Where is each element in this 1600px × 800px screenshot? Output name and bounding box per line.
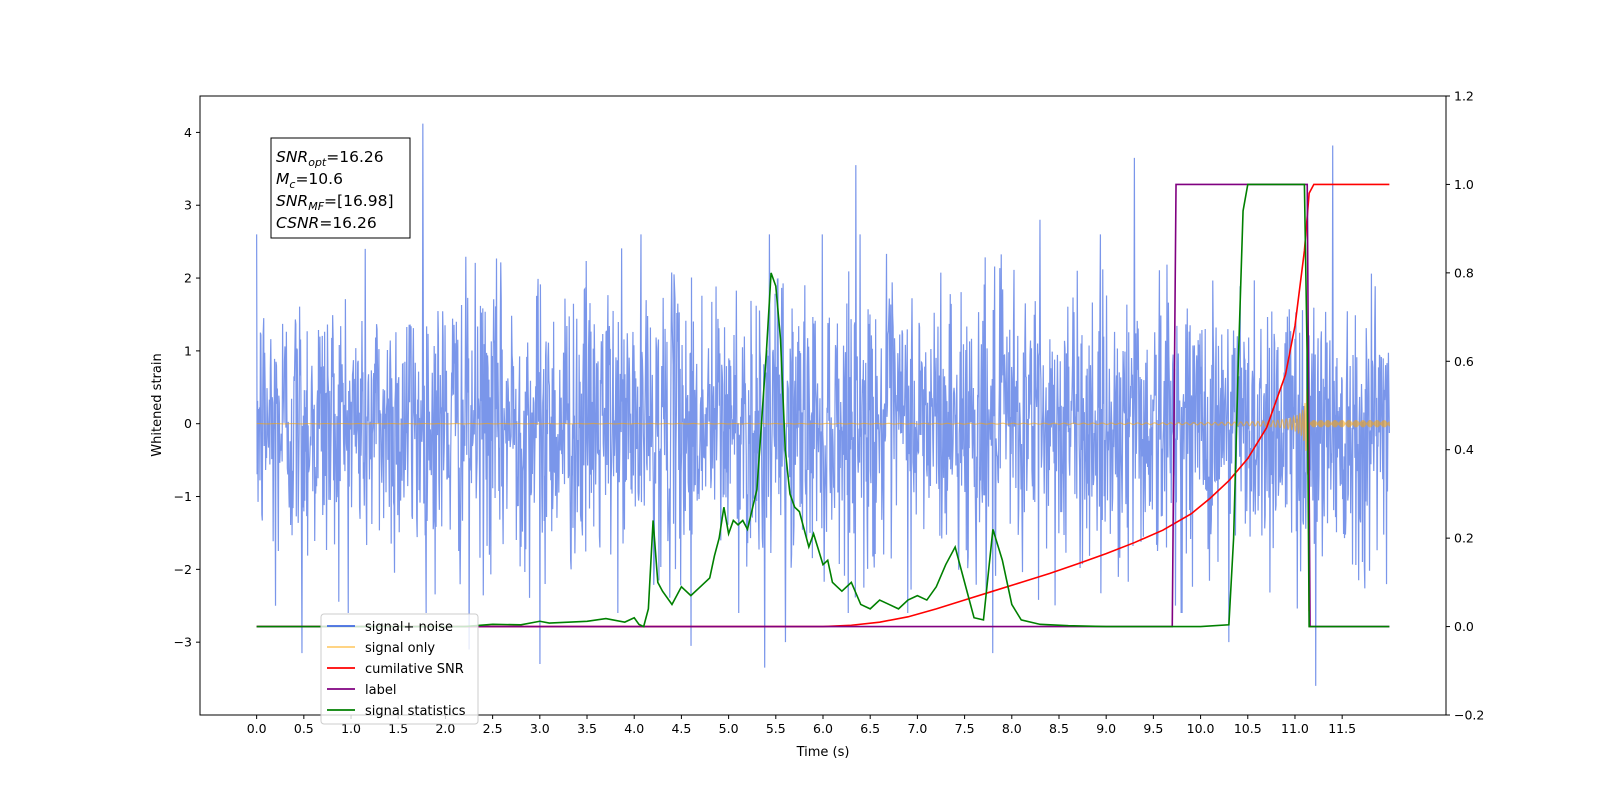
x-tick-label: 8.5	[1049, 721, 1069, 736]
legend-label: signal+ noise	[365, 620, 453, 635]
y-left-tick-label: 4	[184, 125, 192, 140]
signal-only-line	[256, 346, 1390, 612]
axis-ticks: 0.0 0.5 1.0 1.5 2.0 2.5 3.0 3.5 4.0 4.5 5.0 5.5 6.0 6…	[174, 89, 1485, 737]
y-left-tick-label: 3	[184, 198, 192, 213]
legend-label: signal statistics	[365, 704, 466, 719]
annotation-line: SNRopt=16.26	[276, 148, 384, 169]
x-tick-label: 10.0	[1187, 721, 1215, 736]
x-tick-label: 1.0	[341, 721, 361, 736]
y-right-tick-label: 0.0	[1454, 619, 1474, 634]
cumilative-snr-line	[256, 183, 1390, 628]
signal-plus-noise-line	[256, 123, 1390, 686]
x-tick-label: 2.0	[435, 721, 455, 736]
y-right-tick-label: −0.2	[1454, 708, 1484, 723]
y-right-tick-label: 1.2	[1454, 89, 1474, 104]
x-tick-label: 11.0	[1281, 721, 1309, 736]
x-tick-label: 3.5	[577, 721, 597, 736]
y-right-tick-label: 0.8	[1454, 265, 1474, 280]
x-tick-label: 10.5	[1234, 721, 1262, 736]
y-right-tick-label: 0.6	[1454, 354, 1474, 369]
right-axis-series	[256, 183, 1390, 628]
y-left-tick-label: 1	[184, 343, 192, 358]
x-axis-label: Time (s)	[796, 745, 850, 760]
annotation-line: Mc=10.6	[276, 170, 343, 191]
legend-label: cumilative SNR	[365, 662, 464, 677]
x-tick-label: 7.5	[955, 721, 975, 736]
x-tick-label: 7.0	[907, 721, 927, 736]
x-tick-label: 6.5	[860, 721, 880, 736]
x-tick-label: 9.0	[1096, 721, 1116, 736]
x-tick-label: 3.0	[530, 721, 550, 736]
y-right-tick-label: 0.4	[1454, 442, 1474, 457]
annotation-line: SNRMF=[16.98]	[276, 192, 394, 213]
legend: signal+ noise signal only cumilative SNR la…	[320, 613, 479, 725]
y-left-tick-label: −1	[174, 489, 192, 504]
x-tick-label: 6.0	[813, 721, 833, 736]
x-tick-label: 1.5	[388, 721, 408, 736]
x-tick-label: 9.5	[1143, 721, 1163, 736]
x-tick-label: 4.0	[624, 721, 644, 736]
signal-statistics-line	[256, 183, 1390, 628]
x-tick-label: 0.0	[247, 721, 267, 736]
annotation-line: CSNR=16.26	[276, 214, 377, 232]
x-tick-label: 2.5	[483, 721, 503, 736]
annotation-box: SNRopt=16.26Mc=10.6SNRMF=[16.98]CSNR=16.…	[270, 137, 411, 239]
y-right-tick-label: 1.0	[1454, 177, 1474, 192]
x-tick-label: 0.5	[294, 721, 314, 736]
y-left-tick-label: −2	[174, 562, 192, 577]
x-tick-label: 5.5	[766, 721, 786, 736]
legend-label: label	[365, 683, 396, 698]
y-axis-label: Whitened strain	[150, 353, 165, 456]
x-tick-label: 5.0	[719, 721, 739, 736]
signal-only-series	[256, 346, 1390, 612]
y-left-tick-label: 0	[184, 416, 192, 431]
y-left-tick-label: −3	[174, 635, 192, 650]
signal-plus-noise-series	[256, 123, 1390, 686]
legend-label: signal only	[365, 641, 435, 656]
x-tick-label: 11.5	[1328, 721, 1356, 736]
y-left-tick-label: 2	[184, 271, 192, 286]
y-right-tick-label: 0.2	[1454, 531, 1474, 546]
x-tick-label: 4.5	[671, 721, 691, 736]
x-tick-label: 8.0	[1002, 721, 1022, 736]
